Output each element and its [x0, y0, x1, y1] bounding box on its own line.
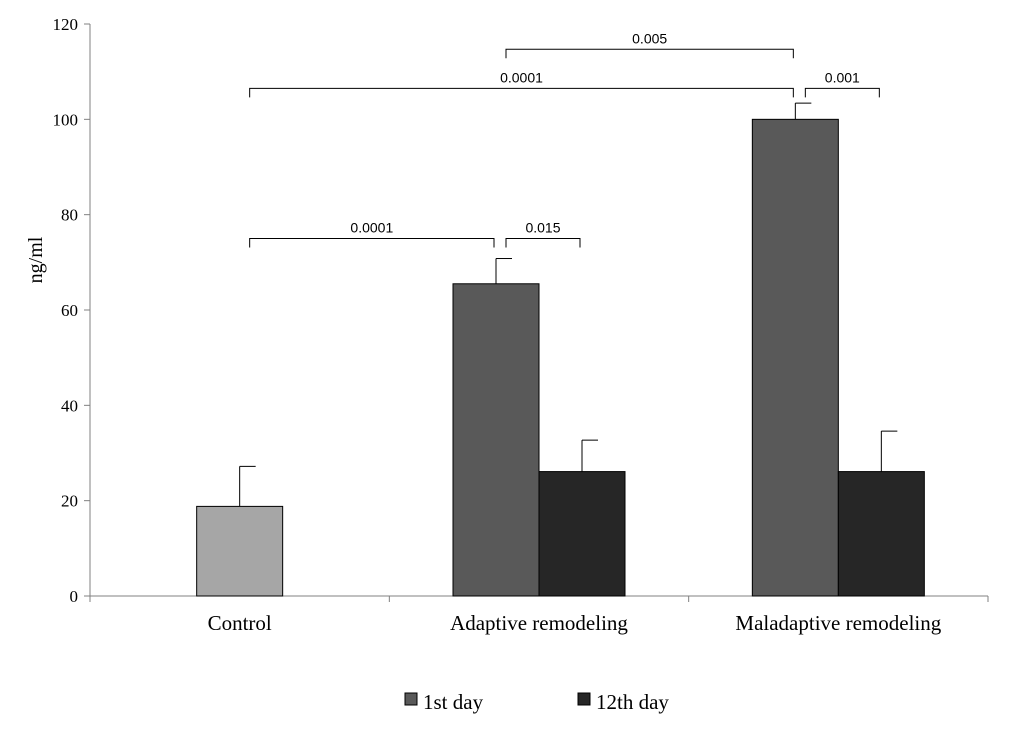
bars — [196, 118, 925, 597]
significance-bracket — [804, 87, 880, 98]
y-tick-label: 60 — [61, 301, 78, 320]
y-tick-label: 0 — [70, 587, 79, 606]
error-bars — [239, 102, 898, 507]
p-value-label: 0.001 — [825, 69, 860, 85]
bar-maladaptive-remodeling-12th-day — [837, 471, 925, 597]
p-value-label: 0.0001 — [500, 69, 543, 85]
x-category-label: Adaptive remodeling — [450, 611, 628, 635]
legend-label: 1st day — [423, 690, 484, 714]
legend-label: 12th day — [596, 690, 669, 714]
y-tick-label: 40 — [61, 396, 78, 415]
y-tick-label: 80 — [61, 206, 78, 225]
bar-adaptive-remodeling-1st-day — [452, 283, 540, 597]
bar-adaptive-remodeling-12th-day — [538, 471, 626, 597]
significance-bracket — [249, 87, 794, 98]
significance-bracket — [249, 238, 495, 248]
legend-swatch — [404, 692, 418, 706]
y-tick-label: 20 — [61, 492, 78, 511]
x-category-label: Maladaptive remodeling — [735, 611, 941, 635]
y-tick-label: 120 — [53, 15, 79, 34]
axes: 0 20 40 60 80 100 120 Control Adaptive remodelin… — [25, 15, 989, 635]
legend-swatch — [577, 692, 591, 706]
x-category-label: Control — [208, 611, 272, 635]
significance-brackets: 0.0001 0.015 0.0001 0.001 0.005 — [249, 30, 880, 248]
significance-bracket — [505, 48, 794, 59]
legend: 1st day 12th day — [404, 690, 669, 714]
bar-maladaptive-remodeling-1st-day — [751, 118, 839, 597]
y-tick-label: 100 — [53, 110, 79, 129]
y-axis-title: ng/ml — [25, 236, 47, 283]
p-value-label: 0.005 — [632, 30, 667, 46]
p-value-label: 0.0001 — [350, 220, 393, 236]
p-value-label: 0.015 — [525, 220, 560, 236]
bar-control-control — [196, 505, 284, 597]
significance-bracket — [505, 238, 581, 248]
